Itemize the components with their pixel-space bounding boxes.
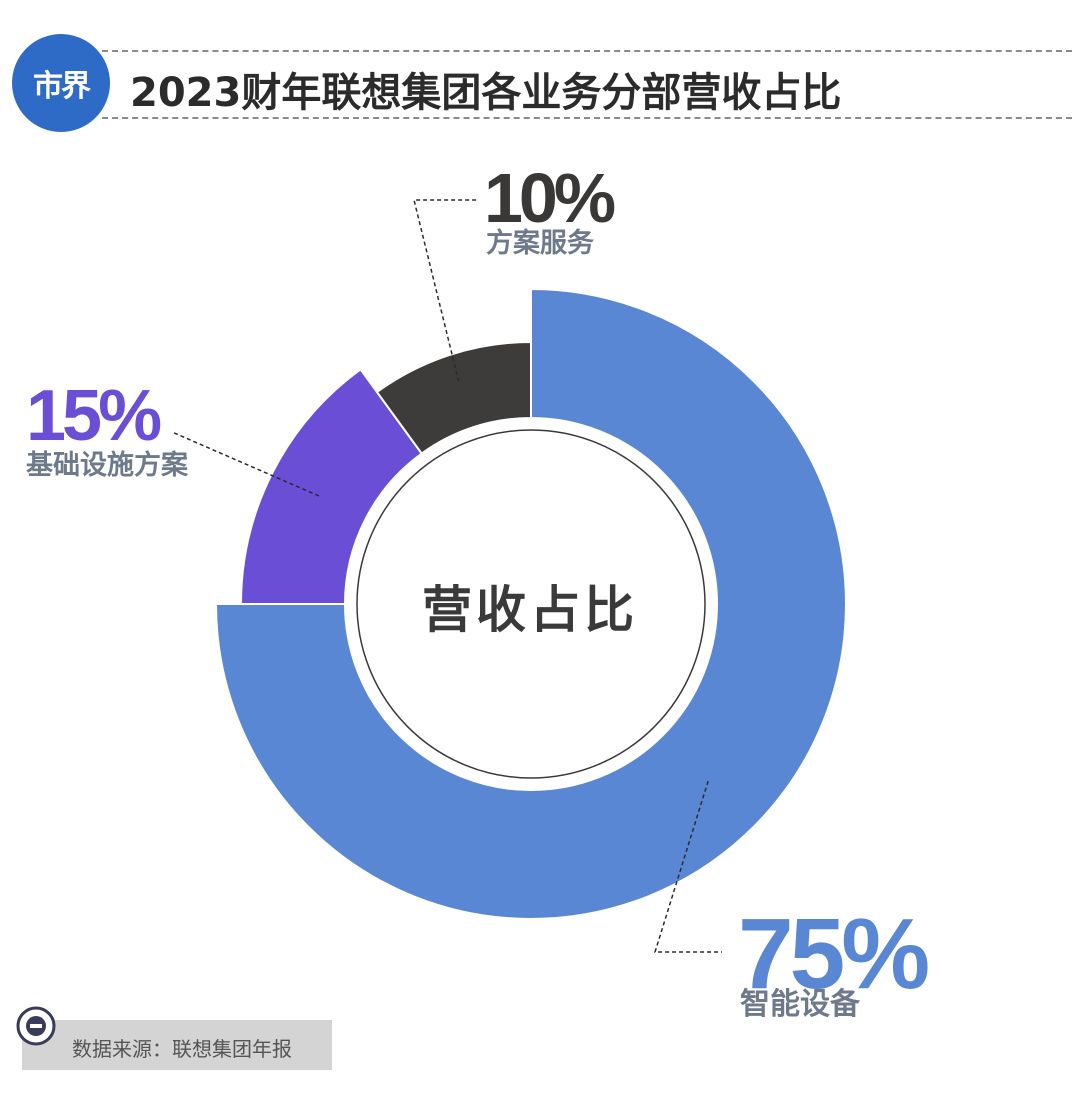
source-box (22, 1020, 332, 1070)
source-icon (16, 1006, 56, 1046)
pct-label-intelligent-devices: 75% (738, 898, 930, 1010)
donut-slices (214, 287, 847, 920)
category-label-solutions-services: 方案服务 (486, 228, 594, 259)
brand-logo: 市界 (12, 34, 110, 132)
pct-label-infrastructure: 15% (26, 376, 162, 456)
category-label-infrastructure: 基础设施方案 (26, 450, 188, 481)
slice-infrastructure (239, 367, 424, 605)
chart-title: 2023财年联想集团各业务分部营收占比 (130, 70, 842, 116)
category-label-intelligent-devices: 智能设备 (740, 987, 860, 1022)
donut-center-label: 营收占比 (422, 581, 638, 639)
title-divider-top (102, 50, 1072, 52)
donut-inner-ring (356, 429, 706, 779)
slice-intelligent-devices (214, 287, 847, 920)
brand-logo-text: 市界 (33, 69, 91, 104)
source-text: 数据来源：联想集团年报 (72, 1037, 292, 1061)
leader-lines (171, 199, 722, 953)
pct-label-solutions-services: 10% (484, 159, 616, 237)
leader-line-intelligent-devices (653, 780, 722, 953)
title-divider-bottom (102, 117, 1072, 119)
slice-solutions-services (375, 340, 532, 455)
leader-line-infrastructure (171, 431, 320, 497)
